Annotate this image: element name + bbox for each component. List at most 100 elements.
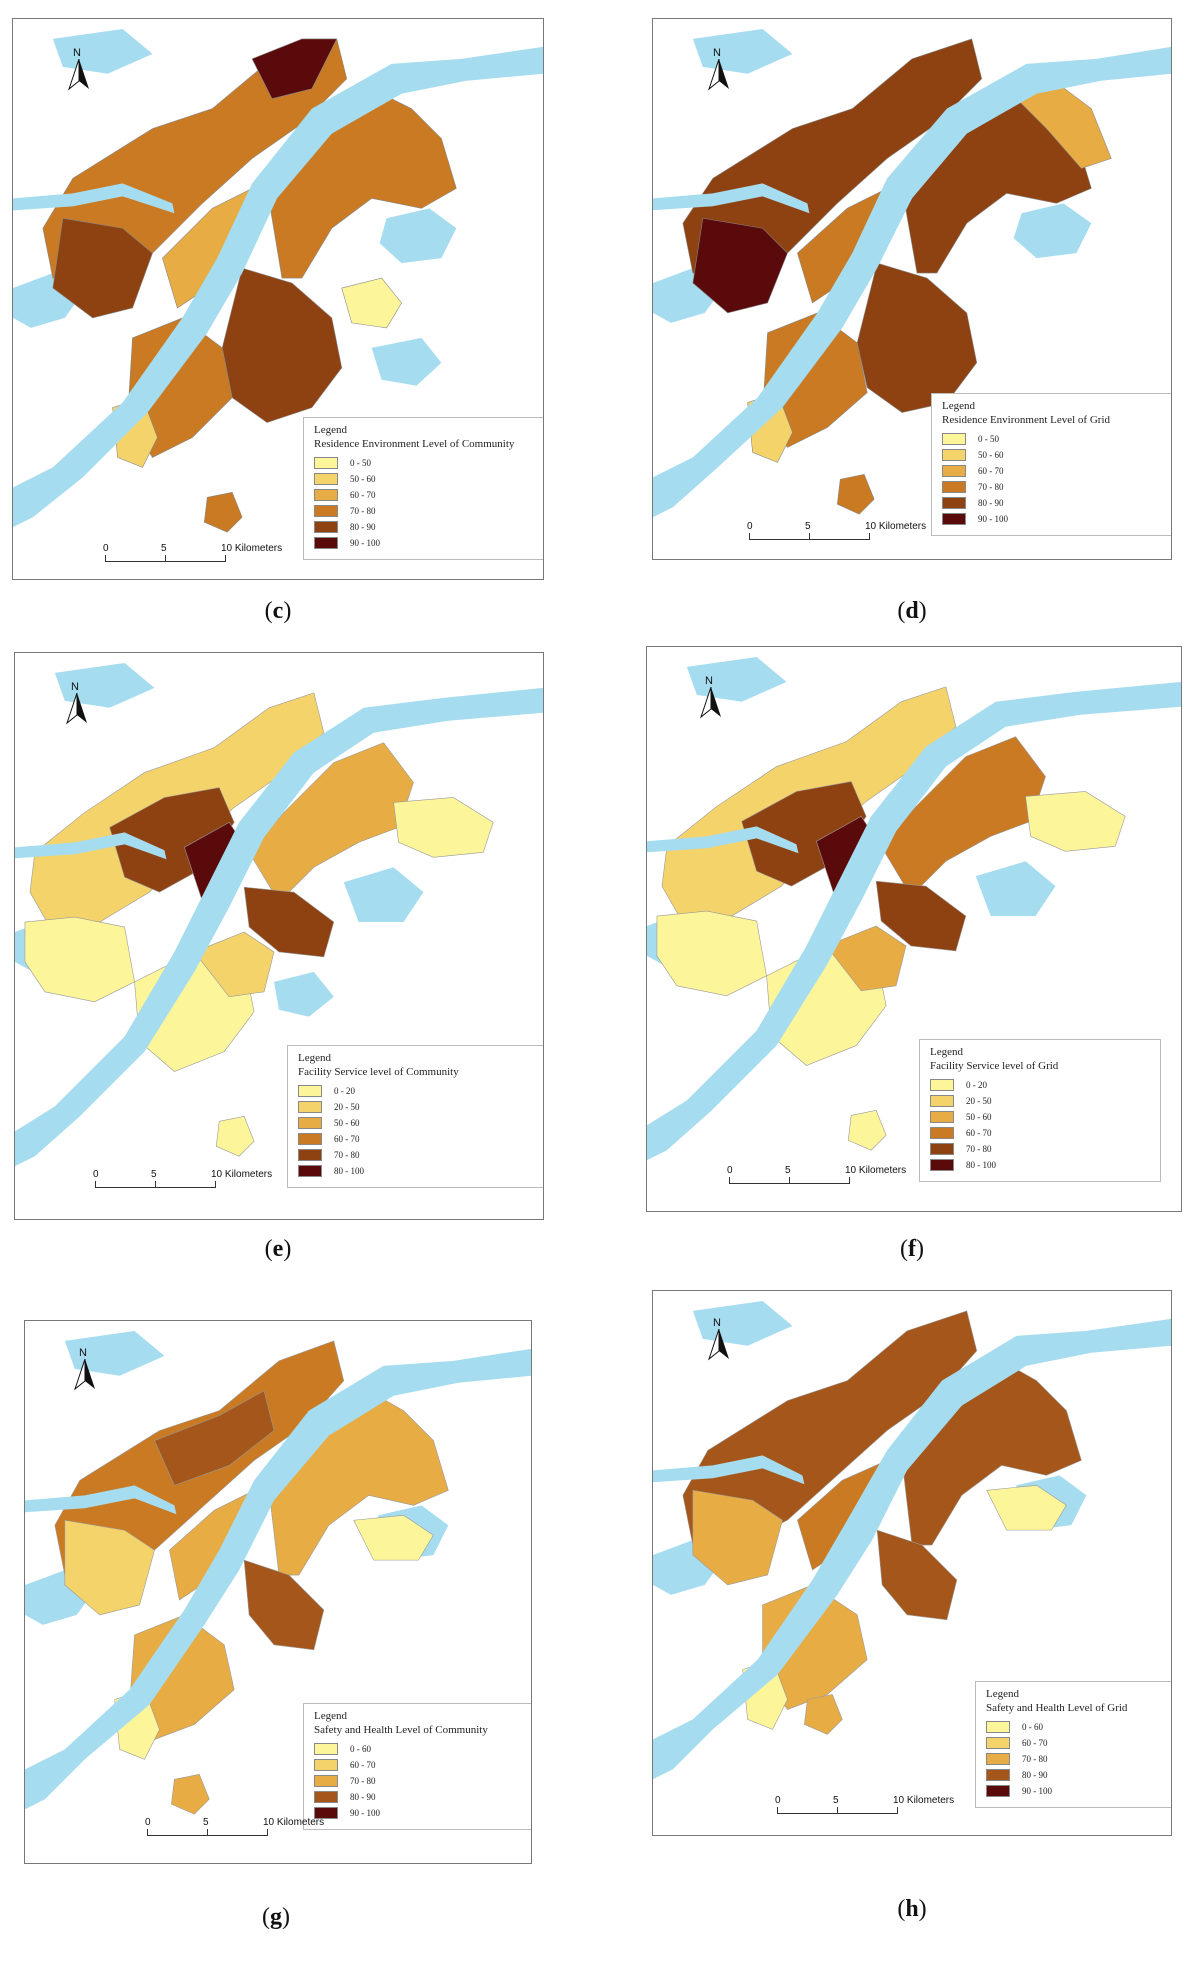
legend-class-label: 70 - 80 xyxy=(350,506,376,516)
caption-h: (h) xyxy=(897,1896,927,1922)
scale-label-5: 5 xyxy=(833,1795,839,1806)
legend-class-label: 80 - 90 xyxy=(1022,1770,1048,1780)
scale-tick xyxy=(789,1177,790,1184)
island-south xyxy=(203,491,243,533)
legend-row: 80 - 100 xyxy=(930,1157,1150,1173)
scale-label-5: 5 xyxy=(805,521,811,532)
legend-row: 90 - 100 xyxy=(986,1783,1171,1799)
legend-rows: 0 - 60 60 - 70 70 - 80 80 - 90 90 - 100 xyxy=(986,1719,1171,1799)
legend: Legend Residence Environment Level of Co… xyxy=(303,417,543,560)
legend-title: Legend xyxy=(986,1688,1019,1700)
legend-swatch xyxy=(942,433,966,445)
district-east-core xyxy=(243,886,335,958)
legend-swatch xyxy=(314,521,338,533)
legend-class-label: 70 - 80 xyxy=(978,482,1004,492)
legend-class-label: 90 - 100 xyxy=(978,514,1008,524)
scale-bar: 0 5 10 Kilometers xyxy=(93,1165,272,1199)
tributary xyxy=(653,1455,805,1485)
north-arrow-label: N xyxy=(79,1347,87,1359)
legend-row: 60 - 70 xyxy=(298,1131,534,1147)
map-panel-h: N Legend Safety and Health Level of Grid… xyxy=(652,1290,1172,1836)
north-arrow-icon xyxy=(65,693,87,725)
legend-class-label: 70 - 80 xyxy=(966,1144,992,1154)
tributary xyxy=(653,183,810,214)
district-far-east xyxy=(353,1514,434,1561)
district-west-core xyxy=(692,217,788,314)
legend-title: Legend xyxy=(314,1710,347,1722)
urban-region xyxy=(656,686,1126,1151)
urban-region xyxy=(42,38,457,533)
legend-swatch xyxy=(298,1085,322,1097)
legend-swatch xyxy=(986,1721,1010,1733)
district-far-east xyxy=(393,797,494,858)
scale-tick xyxy=(225,555,226,562)
legend-class-label: 80 - 100 xyxy=(966,1160,996,1170)
scale-tick xyxy=(95,1181,96,1188)
legend-class-label: 80 - 100 xyxy=(334,1166,364,1176)
district-east-core xyxy=(876,1529,958,1621)
legend-class-label: 70 - 80 xyxy=(1022,1754,1048,1764)
legend-row: 70 - 80 xyxy=(314,1773,524,1789)
legend-swatch xyxy=(314,1791,338,1803)
scale-label-10: 10 Kilometers xyxy=(263,1817,325,1828)
legend-row: 80 - 90 xyxy=(942,495,1171,511)
scale-tick xyxy=(849,1177,850,1184)
north-arrow: N xyxy=(65,47,93,93)
scale-tick xyxy=(869,533,870,540)
scale-label-0: 0 xyxy=(747,521,753,532)
legend-swatch xyxy=(930,1159,954,1171)
legend-class-label: 50 - 60 xyxy=(978,450,1004,460)
scale-label-0: 0 xyxy=(145,1817,151,1828)
legend-swatch xyxy=(314,489,338,501)
legend-subtitle: Facility Service level of Community xyxy=(298,1066,459,1078)
legend-swatch xyxy=(986,1737,1010,1749)
legend-row: 70 - 80 xyxy=(986,1751,1171,1767)
urban-region xyxy=(54,1340,449,1815)
legend-class-label: 0 - 20 xyxy=(966,1080,987,1090)
legend-class-label: 60 - 70 xyxy=(1022,1738,1048,1748)
legend: Legend Safety and Health Level of Commun… xyxy=(303,1703,531,1830)
legend-row: 0 - 50 xyxy=(314,455,543,471)
map-canvas-c xyxy=(13,19,543,579)
district-far-east xyxy=(986,1484,1067,1531)
legend-class-label: 50 - 60 xyxy=(966,1112,992,1122)
north-arrow-icon xyxy=(707,1329,729,1361)
legend-class-label: 80 - 90 xyxy=(350,1792,376,1802)
river xyxy=(647,681,1181,1161)
legend-swatch xyxy=(942,465,966,477)
north-arrow: N xyxy=(705,1317,733,1363)
legend-class-label: 60 - 70 xyxy=(978,466,1004,476)
legend-title: Legend xyxy=(314,424,347,436)
legend-subtitle: Safety and Health Level of Community xyxy=(314,1724,488,1736)
lake-north xyxy=(54,662,155,708)
scale-label-5: 5 xyxy=(785,1165,791,1176)
legend-swatch xyxy=(314,1743,338,1755)
legend-subtitle: Residence Environment Level of Community xyxy=(314,438,515,450)
legend: Legend Residence Environment Level of Gr… xyxy=(931,393,1171,536)
scale-label-0: 0 xyxy=(93,1169,99,1180)
north-arrow-icon xyxy=(73,1359,95,1391)
district-west xyxy=(692,1489,783,1586)
island-south xyxy=(836,473,875,515)
scale-label-10: 10 Kilometers xyxy=(845,1165,907,1176)
legend-row: 20 - 50 xyxy=(930,1093,1150,1109)
scale-tick xyxy=(729,1177,730,1184)
legend-swatch xyxy=(298,1117,322,1129)
north-arrow: N xyxy=(697,675,725,721)
legend-class-label: 70 - 80 xyxy=(350,1776,376,1786)
river xyxy=(13,46,543,528)
scale-label-10: 10 Kilometers xyxy=(865,521,927,532)
caption-d: (d) xyxy=(897,598,927,624)
island-south xyxy=(215,1116,255,1157)
legend-row: 70 - 80 xyxy=(930,1141,1150,1157)
legend-class-label: 60 - 70 xyxy=(350,1760,376,1770)
scale-tick xyxy=(147,1829,148,1836)
legend-row: 50 - 60 xyxy=(930,1109,1150,1125)
legend-swatch xyxy=(298,1149,322,1161)
north-arrow-label: N xyxy=(73,47,81,59)
district-north-strip xyxy=(251,38,338,100)
legend-swatch xyxy=(930,1095,954,1107)
legend-swatch xyxy=(942,497,966,509)
legend-class-label: 20 - 50 xyxy=(966,1096,992,1106)
legend-row: 60 - 70 xyxy=(942,463,1171,479)
